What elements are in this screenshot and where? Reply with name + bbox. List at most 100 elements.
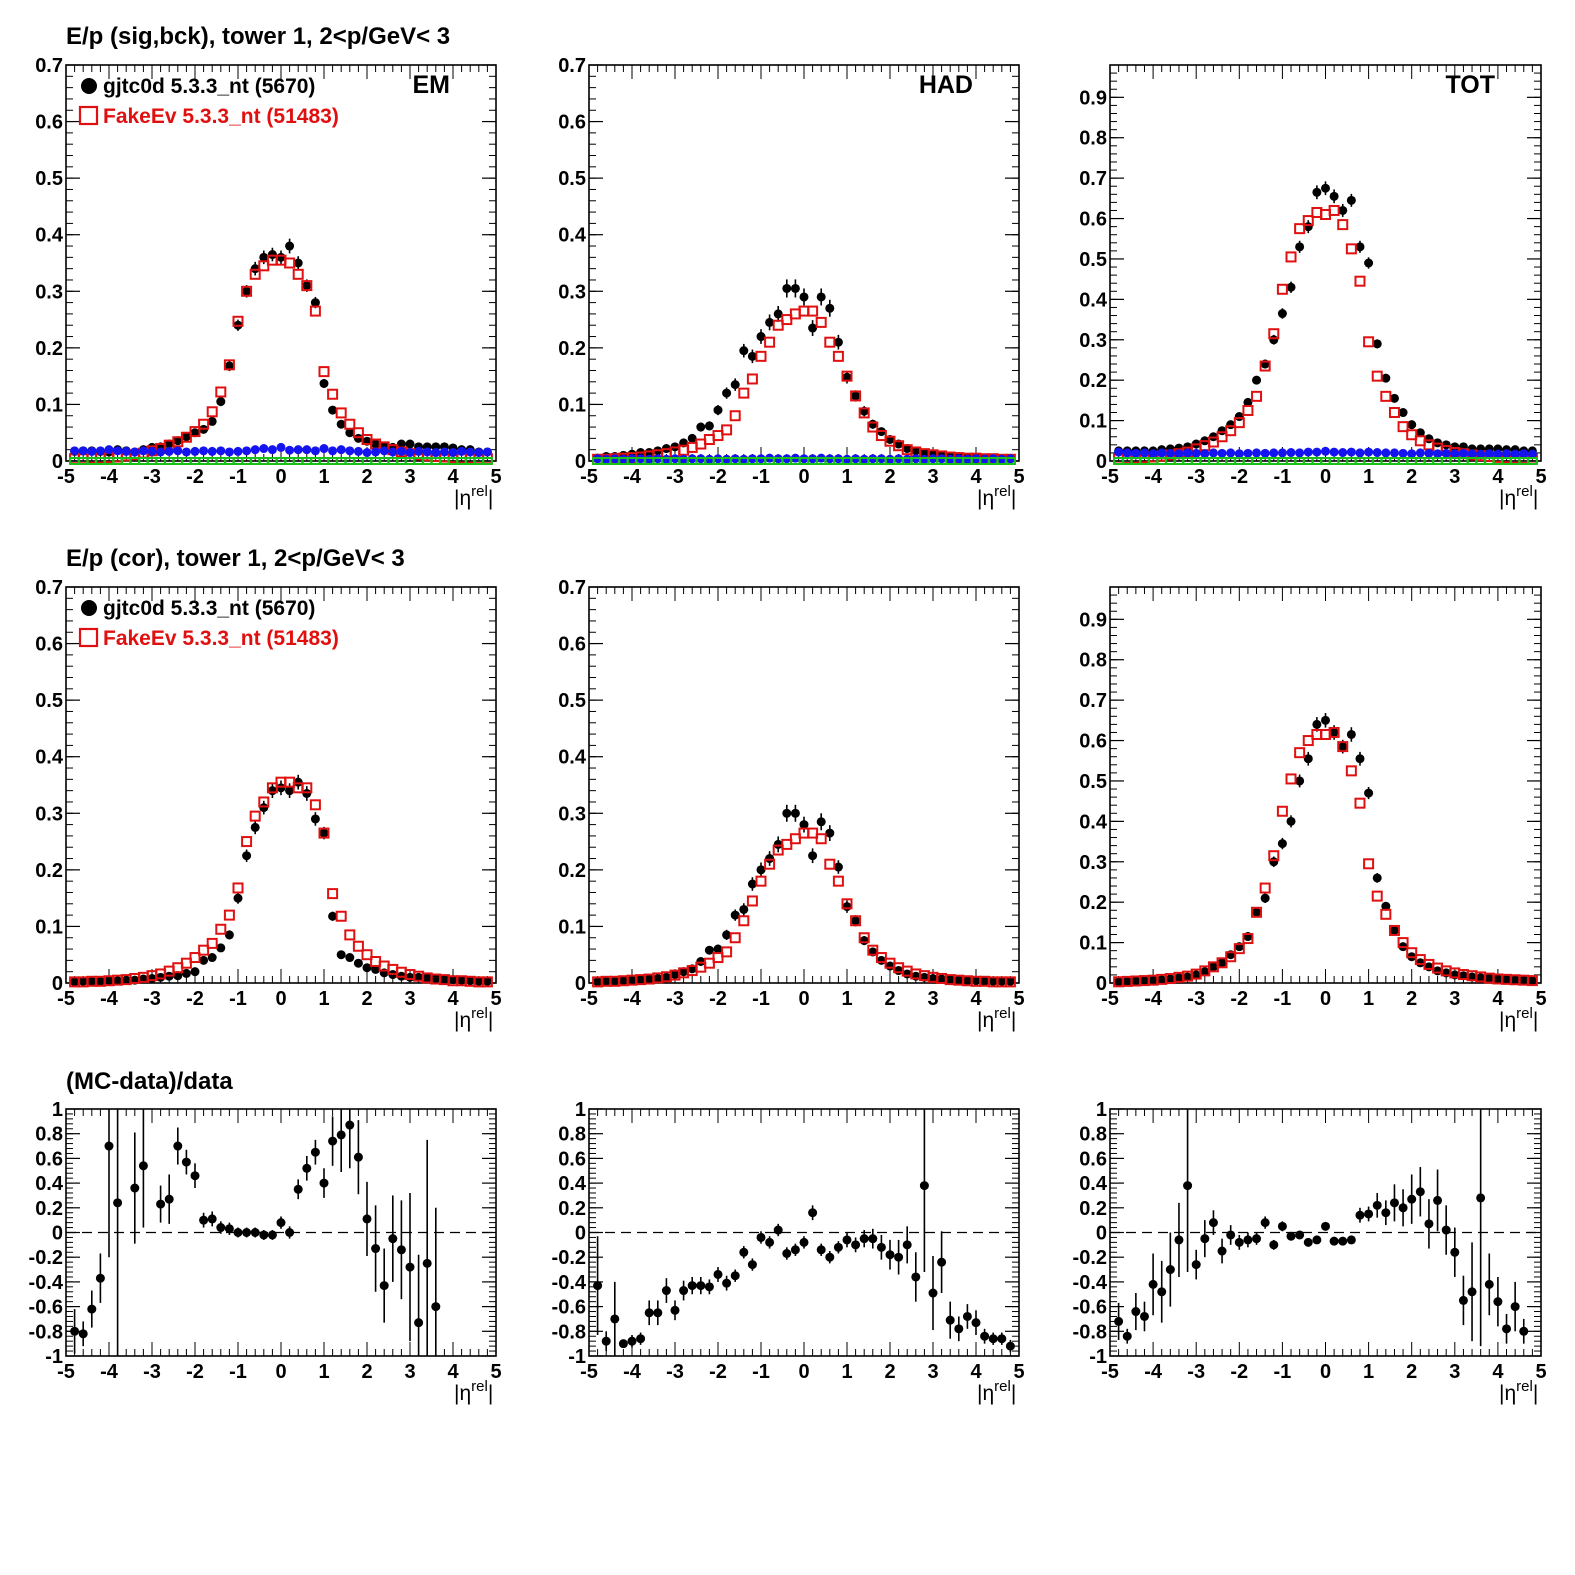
bck-data-marker	[328, 446, 338, 456]
mc-marker	[772, 844, 784, 856]
mc-marker	[327, 388, 339, 400]
data-marker	[242, 1228, 252, 1237]
data-marker	[1005, 976, 1015, 986]
legend-data-label: gjtc0d 5.3.3_nt (5670)	[103, 597, 315, 620]
mc-marker	[223, 909, 235, 921]
data-marker	[1174, 973, 1184, 983]
data-marker	[113, 1198, 123, 1208]
mc-marker	[1259, 882, 1271, 894]
mc-marker	[824, 858, 836, 870]
x-tick-label: 3	[927, 1361, 938, 1383]
data-marker	[1407, 1194, 1417, 1204]
mc-marker	[1363, 858, 1375, 870]
data-marker	[1122, 1331, 1132, 1341]
mc-marker	[206, 937, 218, 949]
y-tick-label: 0	[52, 1223, 63, 1245]
bck-data-marker	[276, 442, 286, 452]
data-marker	[285, 1228, 295, 1237]
data-marker	[431, 973, 441, 983]
mc-marker	[241, 285, 253, 297]
mc-marker	[1216, 431, 1228, 443]
bck-data-marker	[267, 445, 277, 455]
bck-data-marker	[482, 447, 492, 457]
data-marker	[259, 1230, 269, 1240]
data-marker	[1252, 907, 1262, 917]
data-marker	[1243, 397, 1253, 407]
bck-data-marker	[405, 448, 415, 458]
x-tick-label: 0	[798, 1361, 809, 1383]
legend-mc-marker	[78, 105, 99, 126]
x-axis-label-end: |	[1533, 1382, 1538, 1405]
mc-marker	[1380, 390, 1392, 402]
x-axis-label: |ηrel|	[977, 483, 1016, 510]
x-tick-label: -1	[752, 988, 770, 1010]
data-marker	[773, 1225, 783, 1235]
data-marker	[782, 1248, 792, 1258]
data-marker	[618, 976, 628, 986]
data-marker	[790, 283, 800, 293]
x-tick-label: -2	[186, 466, 204, 488]
bck-data-marker	[448, 448, 458, 458]
data-marker	[1458, 1295, 1468, 1305]
y-tick-label: 0.8	[1079, 650, 1107, 672]
bck-data-marker	[1200, 449, 1210, 459]
data-marker	[945, 975, 955, 985]
x-tick-label: 1	[318, 466, 329, 488]
bck-data-marker	[1114, 447, 1124, 457]
x-tick-label: -5	[57, 1361, 75, 1383]
mc-marker	[1337, 741, 1349, 753]
data-marker	[928, 1288, 938, 1298]
data-marker	[207, 953, 217, 963]
data-marker	[1493, 974, 1503, 984]
data-marker	[954, 1324, 964, 1334]
y-tick-label: 0.7	[558, 55, 586, 77]
x-axis-label-end: |	[1011, 487, 1016, 510]
data-marker	[250, 822, 260, 832]
y-tick-label: 0.7	[35, 577, 63, 599]
data-marker	[988, 976, 998, 986]
data-marker	[1252, 1234, 1262, 1244]
data-marker	[465, 976, 475, 986]
y-tick-label: 0	[575, 451, 586, 473]
bck-mc-marker	[1526, 457, 1538, 465]
data-marker	[70, 977, 80, 987]
bck-data-marker	[1407, 449, 1417, 459]
bck-data-marker	[242, 446, 252, 456]
x-tick-label: 2	[361, 988, 372, 1010]
data-marker	[1346, 729, 1356, 739]
data-marker	[1005, 1341, 1015, 1351]
y-tick-label: 0.6	[35, 1148, 63, 1170]
bck-data-marker	[465, 447, 475, 457]
y-tick-label: 0.6	[558, 112, 586, 134]
data-marker	[302, 281, 312, 291]
mc-marker	[729, 932, 741, 944]
x-tick-label: -4	[623, 466, 642, 488]
data-marker	[1398, 1203, 1408, 1213]
data-marker	[808, 323, 818, 333]
y-tick-label: -0.8	[1073, 1321, 1107, 1343]
data-marker	[713, 1269, 723, 1279]
data-marker	[207, 416, 217, 426]
y-tick-label: 0.5	[558, 690, 586, 712]
y-tick-label: 0.8	[35, 1124, 63, 1146]
data-marker	[696, 957, 706, 967]
data-marker	[1484, 1279, 1494, 1289]
x-tick-label: -1	[1274, 1361, 1292, 1383]
mc-marker	[309, 799, 321, 811]
mc-marker	[481, 976, 493, 988]
data-marker	[1114, 977, 1124, 987]
mc-marker	[1276, 283, 1288, 295]
data-marker	[1321, 183, 1330, 193]
data-marker	[1355, 1210, 1365, 1220]
bck-data-marker	[1269, 448, 1279, 458]
data-marker	[937, 974, 947, 984]
mc-marker	[344, 929, 356, 941]
bck-data-marker	[1346, 447, 1356, 457]
y-tick-label: 0.5	[35, 168, 63, 190]
mc-marker	[746, 895, 758, 907]
data-marker	[670, 970, 680, 980]
data-marker	[756, 1232, 766, 1242]
x-tick-label: 5	[490, 1361, 501, 1383]
y-tick-label: 0.2	[35, 1198, 63, 1220]
